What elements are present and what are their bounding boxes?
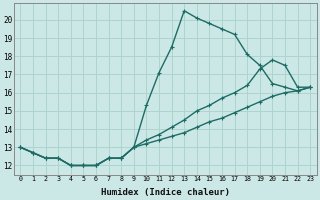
X-axis label: Humidex (Indice chaleur): Humidex (Indice chaleur) (101, 188, 230, 197)
